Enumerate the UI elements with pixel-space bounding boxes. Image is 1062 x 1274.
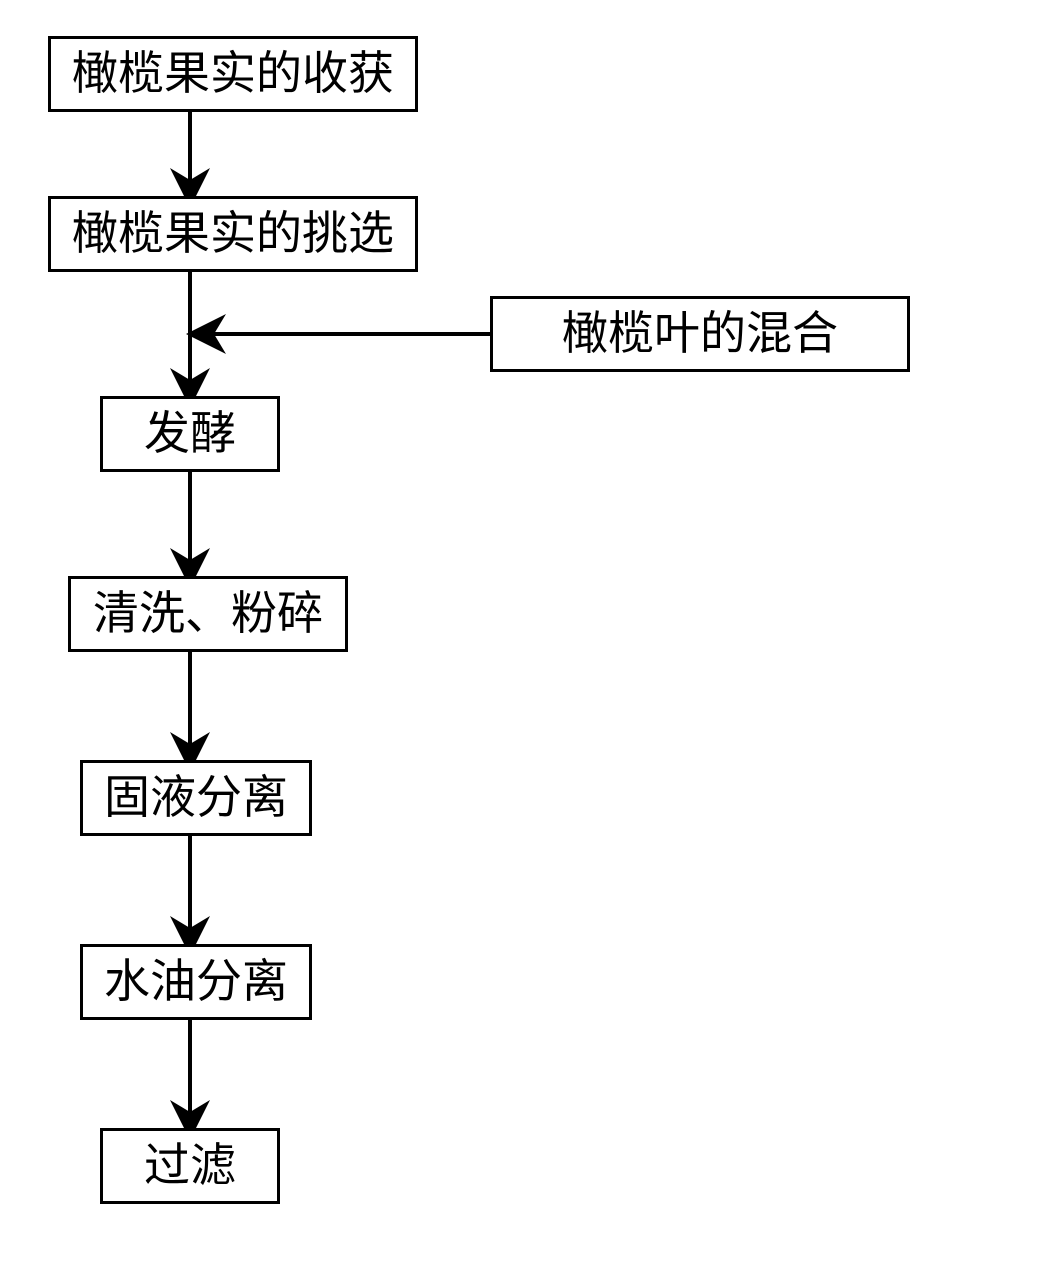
node-harvest: 橄榄果实的收获 — [48, 36, 418, 112]
node-filter: 过滤 — [100, 1128, 280, 1204]
node-leaf-mix: 橄榄叶的混合 — [490, 296, 910, 372]
node-label: 水油分离 — [104, 959, 288, 1005]
node-label: 发酵 — [144, 411, 236, 457]
node-label: 固液分离 — [104, 775, 288, 821]
node-label: 过滤 — [144, 1143, 236, 1189]
node-ferment: 发酵 — [100, 396, 280, 472]
node-water-oil-sep: 水油分离 — [80, 944, 312, 1020]
node-selection: 橄榄果实的挑选 — [48, 196, 418, 272]
node-label: 清洗、粉碎 — [93, 591, 323, 637]
node-label: 橄榄果实的挑选 — [72, 211, 394, 257]
flowchart-canvas: 橄榄果实的收获 橄榄果实的挑选 橄榄叶的混合 发酵 清洗、粉碎 固液分离 水油分… — [0, 0, 1062, 1274]
node-label: 橄榄叶的混合 — [562, 311, 838, 357]
node-wash-crush: 清洗、粉碎 — [68, 576, 348, 652]
node-solid-liquid-sep: 固液分离 — [80, 760, 312, 836]
node-label: 橄榄果实的收获 — [72, 51, 394, 97]
